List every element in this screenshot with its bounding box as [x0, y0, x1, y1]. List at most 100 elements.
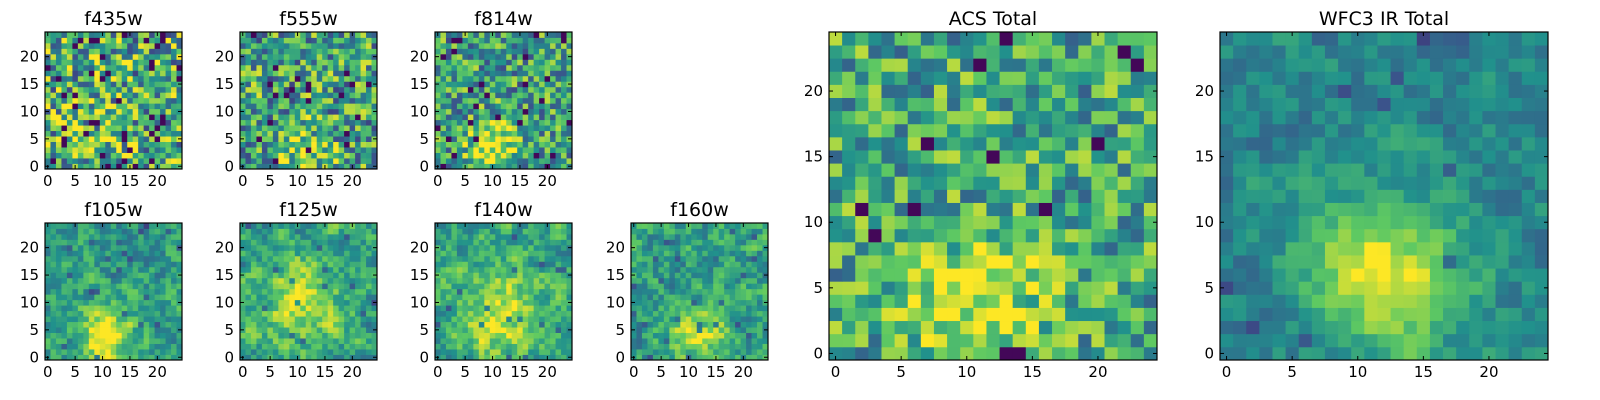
- heatmap-cell: [50, 103, 57, 110]
- heatmap-cell: [539, 136, 545, 142]
- heatmap-cell: [171, 130, 177, 137]
- heatmap-cell: [256, 283, 263, 290]
- heatmap-cell: [674, 343, 681, 350]
- heatmap-cell: [72, 332, 79, 339]
- heatmap-cell: [746, 255, 752, 262]
- heatmap-cell: [355, 228, 361, 235]
- heatmap-cell: [539, 48, 545, 55]
- heatmap-cell: [355, 310, 361, 317]
- heatmap-cell: [1012, 333, 1027, 348]
- heatmap-cell: [522, 152, 529, 159]
- heatmap-cell: [72, 103, 79, 110]
- heatmap-cell: [110, 125, 117, 132]
- heatmap-cell: [566, 228, 573, 235]
- heatmap-cell: [316, 125, 323, 132]
- heatmap-cell: [663, 277, 670, 284]
- heatmap-cell: [691, 299, 698, 306]
- heatmap-cell: [165, 97, 172, 104]
- heatmap-cell: [495, 266, 502, 273]
- heatmap-cell: [907, 307, 922, 322]
- heatmap-cell: [473, 141, 480, 148]
- heatmap-cell: [272, 48, 279, 55]
- heatmap-cell: [138, 305, 145, 312]
- heatmap-cell: [506, 114, 513, 121]
- heatmap-cell: [110, 119, 117, 126]
- heatmap-cell: [256, 86, 263, 93]
- heatmap-cell: [1038, 189, 1053, 203]
- heatmap-cell: [245, 288, 252, 295]
- heatmap-cell: [707, 332, 714, 339]
- heatmap-cell: [305, 283, 312, 290]
- heatmap-cell: [445, 114, 452, 121]
- heatmap-cell: [322, 92, 329, 99]
- heatmap-cell: [566, 70, 573, 77]
- heatmap-cell: [176, 42, 183, 49]
- heatmap-cell: [289, 255, 296, 262]
- heatmap-cell: [522, 103, 529, 110]
- heatmap-cell: [707, 261, 714, 268]
- heatmap-cell: [305, 239, 312, 246]
- heatmap-cell: [261, 108, 268, 115]
- heatmap-cell: [735, 261, 741, 268]
- heatmap-cell: [99, 321, 106, 328]
- y-tick-label: 5: [29, 321, 39, 339]
- heatmap-cell: [272, 327, 279, 333]
- heatmap-cell: [171, 108, 177, 115]
- heatmap-cell: [176, 147, 183, 153]
- heatmap-cell: [322, 147, 329, 153]
- heatmap-cell: [713, 272, 720, 279]
- heatmap-cell: [636, 288, 643, 295]
- heatmap-cell: [138, 86, 145, 93]
- heatmap-cell: [278, 136, 285, 142]
- heatmap-cell: [278, 261, 285, 268]
- heatmap-cell: [105, 37, 112, 44]
- heatmap-cell: [116, 354, 123, 361]
- heatmap-cell: [333, 141, 340, 148]
- heatmap-cell: [451, 141, 458, 148]
- heatmap-cell: [83, 343, 90, 350]
- heatmap-cell: [1065, 241, 1079, 256]
- heatmap-cell: [528, 288, 535, 295]
- heatmap-cell: [652, 321, 659, 328]
- heatmap-cell: [360, 141, 367, 148]
- heatmap-cell: [83, 255, 90, 262]
- heatmap-cell: [647, 228, 654, 235]
- heatmap-cell: [344, 327, 350, 333]
- heatmap-cell: [440, 48, 447, 55]
- heatmap-cell: [45, 343, 51, 350]
- heatmap-cell: [636, 321, 643, 328]
- heatmap-cell: [478, 244, 485, 251]
- heatmap-cell: [842, 294, 856, 308]
- heatmap-cell: [311, 97, 318, 104]
- heatmap-cell: [105, 147, 112, 153]
- heatmap-cell: [327, 272, 334, 279]
- y-tick-label: 5: [419, 130, 429, 148]
- heatmap-cell: [440, 233, 447, 240]
- heatmap-cell: [663, 305, 670, 312]
- heatmap-cell: [842, 163, 856, 177]
- axes-frame: [44, 31, 183, 170]
- heatmap-cell: [522, 75, 529, 82]
- heatmap-cell: [762, 239, 769, 246]
- heatmap-cell: [283, 338, 290, 344]
- heatmap-cell: [338, 42, 345, 49]
- heatmap-cell: [149, 37, 155, 44]
- heatmap-cell: [511, 163, 518, 170]
- heatmap-cell: [283, 48, 290, 55]
- heatmap-cell: [143, 349, 150, 355]
- heatmap-cell: [894, 241, 909, 256]
- heatmap-cell: [55, 64, 62, 71]
- heatmap-cell: [435, 48, 441, 55]
- heatmap-cell: [467, 343, 474, 350]
- heatmap-cell: [647, 244, 654, 251]
- heatmap-cell: [973, 320, 987, 335]
- heatmap-cell: [484, 305, 491, 312]
- heatmap-cell: [294, 119, 301, 126]
- heatmap-cell: [506, 32, 513, 38]
- heatmap-cell: [674, 239, 681, 246]
- heatmap-cell: [110, 283, 117, 290]
- heatmap-cell: [641, 283, 648, 290]
- heatmap-cell: [445, 48, 452, 55]
- heatmap-cell: [506, 48, 513, 55]
- heatmap-cell: [451, 310, 458, 317]
